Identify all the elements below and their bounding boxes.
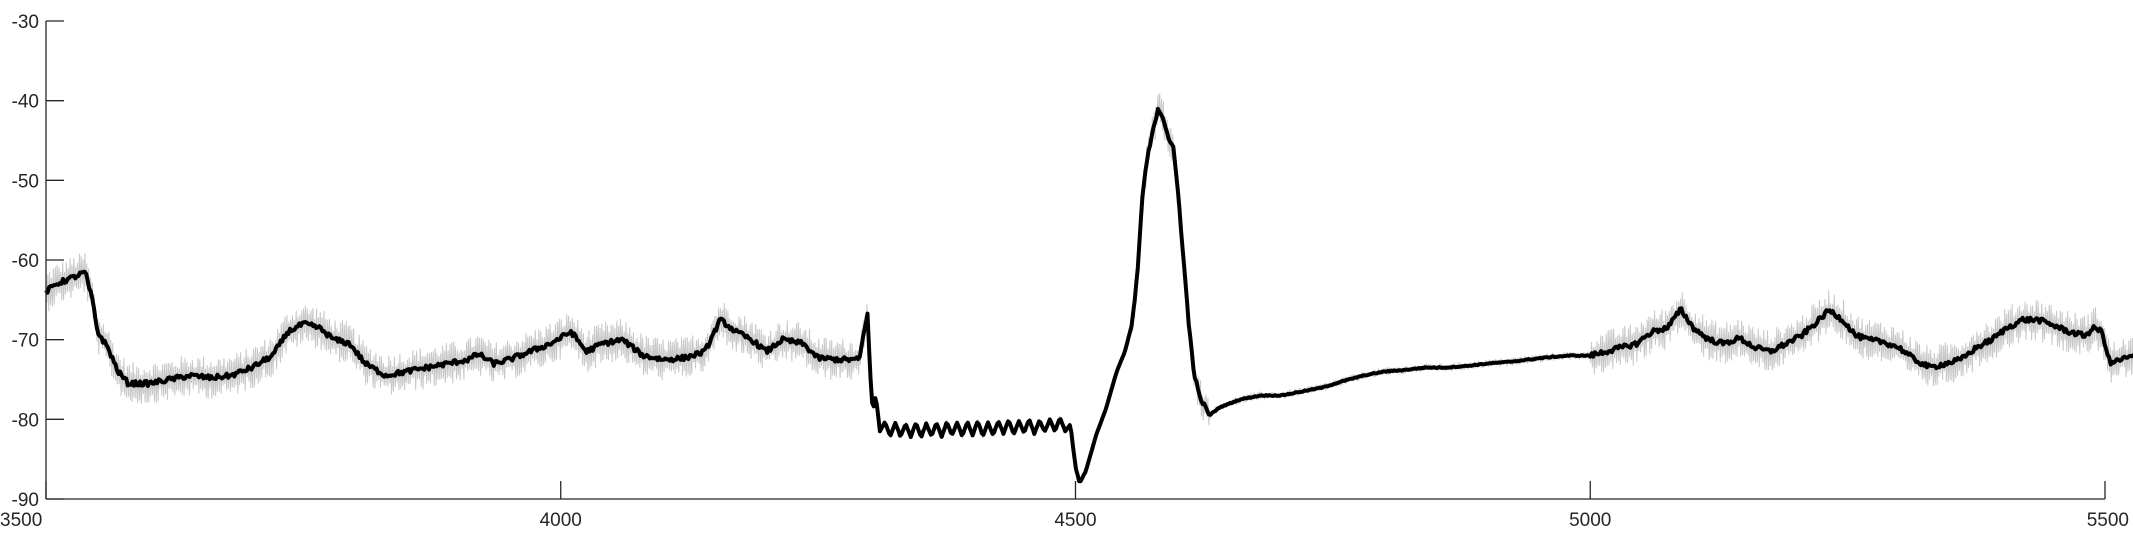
x-tick-label: 5500 — [2087, 510, 2129, 531]
y-tick-label: -90 — [12, 490, 39, 511]
y-tick-label: -30 — [12, 12, 39, 33]
y-tick-label: -50 — [12, 171, 39, 192]
x-tick-label: 3500 — [0, 510, 42, 531]
y-tick-label: -70 — [12, 331, 39, 352]
x-tick-label: 5000 — [1569, 510, 1611, 531]
y-tick-label: -60 — [12, 251, 39, 272]
axes — [45, 21, 2105, 500]
mean-line-layer — [44, 106, 2133, 484]
y-tick-label: -40 — [12, 92, 39, 113]
variability-band — [45, 93, 2133, 484]
variability-band-layer — [45, 93, 2133, 484]
y-tick-label: -80 — [12, 410, 39, 431]
mean-line — [44, 106, 2133, 484]
x-tick-label: 4500 — [1054, 510, 1096, 531]
x-tick-label: 4000 — [540, 510, 582, 531]
